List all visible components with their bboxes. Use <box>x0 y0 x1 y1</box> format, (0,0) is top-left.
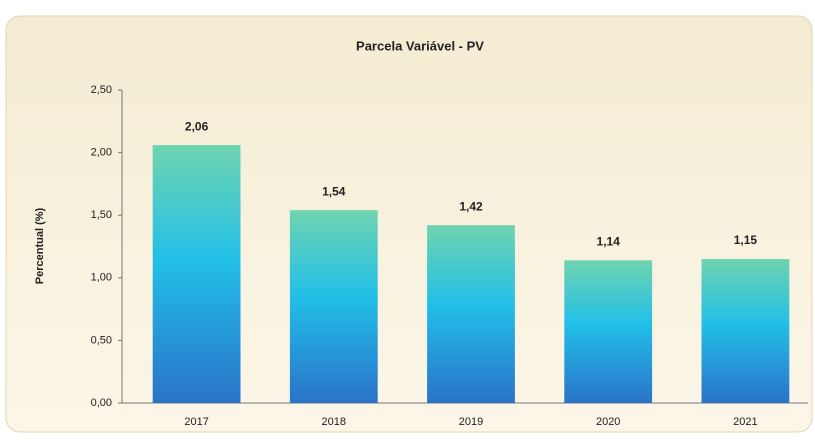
chart-title: Parcela Variável - PV <box>356 38 484 53</box>
bar <box>427 225 515 403</box>
bar <box>701 259 790 403</box>
x-tick-label: 2021 <box>733 416 757 428</box>
x-tick-label: 2017 <box>184 416 208 428</box>
data-label: 1,15 <box>734 233 758 247</box>
y-tick-label: 2,00 <box>91 147 112 159</box>
x-tick-label: 2018 <box>322 416 346 428</box>
chart-panel <box>5 15 813 433</box>
y-tick-label: 2,50 <box>91 84 112 96</box>
y-tick-label: 1,00 <box>91 272 112 284</box>
x-tick-label: 2020 <box>596 416 620 428</box>
data-label: 1,42 <box>459 199 483 213</box>
data-label: 1,54 <box>322 184 346 198</box>
y-axis-label: Percentual (%) <box>34 207 46 284</box>
y-tick-label: 1,50 <box>91 209 112 221</box>
y-tick-label: 0,00 <box>91 397 112 409</box>
bar <box>289 210 378 403</box>
bar <box>152 145 241 403</box>
data-label: 1,14 <box>597 234 621 248</box>
bar <box>564 260 653 403</box>
x-tick-label: 2019 <box>459 416 483 428</box>
y-tick-label: 0,50 <box>91 334 112 346</box>
data-label: 2,06 <box>185 119 209 133</box>
